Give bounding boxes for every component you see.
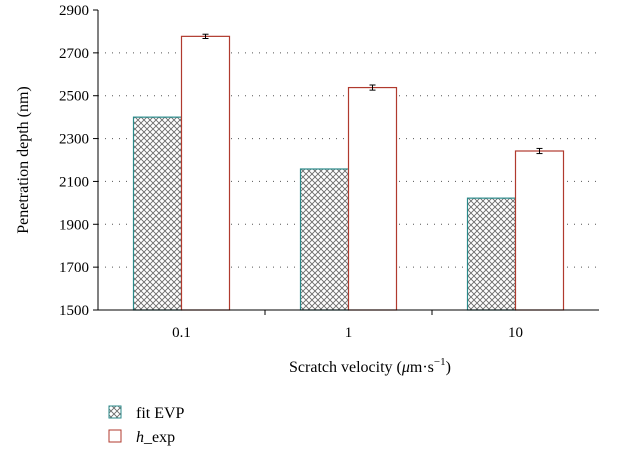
x-axis-label-prefix: Scratch velocity ( bbox=[289, 359, 402, 376]
x-axis-label-unit: m·s bbox=[410, 359, 434, 376]
y-tick-label: 2900 bbox=[59, 3, 89, 19]
axes bbox=[97, 10, 599, 311]
legend-swatch-h-exp bbox=[108, 429, 122, 443]
y-tick-label: 1900 bbox=[59, 217, 89, 233]
legend-label-h-exp: h_exp bbox=[136, 429, 175, 446]
legend-label-h-exp-rest: _exp bbox=[143, 429, 175, 446]
y-tick-label: 2100 bbox=[59, 174, 89, 190]
x-axis-label: Scratch velocity (μm·s−1) bbox=[289, 356, 451, 376]
y-tick-label: 2300 bbox=[59, 132, 89, 148]
y-tick-label: 2500 bbox=[59, 89, 89, 105]
x-ticks: 0.1 1 10 bbox=[172, 310, 523, 341]
bar-h-exp-0-1 bbox=[180, 35, 231, 311]
bar-h-exp-10 bbox=[514, 150, 565, 311]
x-tick-label: 1 bbox=[345, 325, 353, 341]
bars-group bbox=[132, 35, 565, 311]
legend-label-h-exp-italic: h bbox=[136, 429, 144, 446]
y-axis-label: Penetration depth (nm) bbox=[15, 86, 32, 234]
bar-fit-evp-0-1 bbox=[132, 116, 183, 311]
bar-fit-evp-10 bbox=[466, 197, 517, 311]
x-axis-label-exponent: −1 bbox=[434, 356, 446, 368]
y-tick-label: 2700 bbox=[59, 46, 89, 62]
error-bars-group bbox=[202, 33, 543, 155]
x-axis-label-suffix: ) bbox=[446, 359, 451, 376]
x-tick-label: 0.1 bbox=[172, 325, 191, 341]
legend: fit EVP h_exp bbox=[108, 405, 185, 446]
y-tick-label: 1700 bbox=[59, 260, 89, 276]
bar-fit-evp-1 bbox=[299, 168, 350, 311]
bar-h-exp-1 bbox=[347, 86, 398, 311]
y-ticks: 1500 1700 1900 2100 2300 2500 2700 2900 bbox=[59, 3, 98, 319]
x-axis-label-mu: μ bbox=[401, 359, 410, 376]
y-tick-label: 1500 bbox=[59, 303, 89, 319]
legend-swatch-fit-evp bbox=[108, 405, 122, 419]
legend-label-fit-evp: fit EVP bbox=[136, 405, 185, 422]
x-tick-label: 10 bbox=[508, 325, 523, 341]
